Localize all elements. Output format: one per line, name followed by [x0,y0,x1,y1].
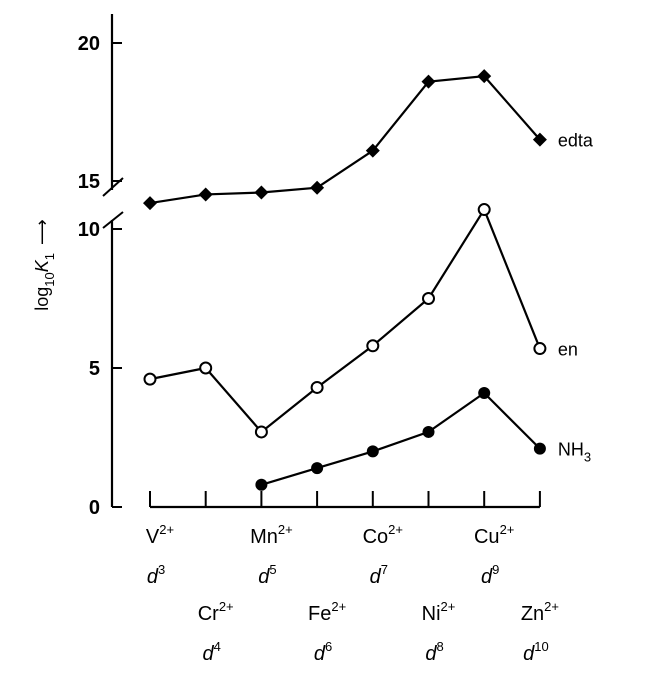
y-axis-label-var-sub: 1 [42,253,57,260]
series-name: edta [558,131,594,151]
series-line-edta [149,74,541,205]
ion-symbol: Co [363,526,389,548]
x-label-config-Cu: d9 [481,562,499,588]
ion-symbol: Cu [474,526,500,548]
data-point-en-4 [366,339,380,353]
data-point-edta-1 [198,187,213,202]
y-axis-label: log10K1 ⟶ [32,219,57,311]
data-point-nh-0 [255,478,268,491]
data-point-en-2 [254,425,268,439]
series-layer [143,69,547,491]
data-point-en-7 [533,342,547,356]
x-label-ion-Zn: Zn2+ [521,599,559,625]
ion-symbol: V [146,526,160,548]
x-label-config-Ni: d8 [425,639,443,665]
x-label-ion-Cu: Cu2+ [474,522,514,548]
ion-charge: 2+ [219,599,234,614]
data-point-nh-5 [533,442,546,455]
series-name: NH [558,440,584,460]
ion-symbol: Fe [308,603,331,625]
config-electrons: 10 [534,639,548,654]
axes [102,14,541,509]
config-letter: d [370,566,382,588]
labels-layer: 05101520V2+d3Cr2+d4Mn2+d5Fe2+d6Co2+d7Ni2… [78,33,594,665]
config-electrons: 6 [325,639,332,654]
x-label-ion-Mn: Mn2+ [250,522,293,548]
x-label-ion-Co: Co2+ [363,522,403,548]
y-tick-label-15: 15 [78,171,100,193]
config-letter: d [147,566,159,588]
y-axis-label-arrow: ⟶ [32,219,52,245]
config-electrons: 3 [158,562,165,577]
config-letter: d [481,566,493,588]
data-point-edta-0 [143,196,157,211]
y-tick-label-20: 20 [78,33,100,55]
config-letter: d [258,566,270,588]
ion-symbol: Mn [250,526,278,548]
config-letter: d [203,643,215,665]
config-electrons: 8 [436,639,443,654]
data-point-en-1 [199,361,213,375]
y-tick-label-10: 10 [78,219,100,241]
x-label-ion-Fe: Fe2+ [308,599,346,625]
ion-charge: 2+ [278,522,293,537]
x-label-ion-Ni: Ni2+ [422,599,456,625]
config-electrons: 5 [269,562,276,577]
data-point-en-6 [477,203,491,217]
x-label-config-Co: d7 [370,562,388,588]
series-name-sub: 3 [584,450,591,465]
data-point-nh-4 [478,387,491,400]
x-label-ion-Cr: Cr2+ [198,599,234,625]
data-point-edta-5 [421,74,436,89]
config-electrons: 9 [492,562,499,577]
x-label-config-Fe: d6 [314,639,332,665]
series-name: en [558,340,578,360]
x-label-ion-V: V2+ [146,522,174,548]
config-letter: d [523,643,535,665]
ion-charge: 2+ [441,599,456,614]
y-tick-label-5: 5 [89,358,100,380]
data-point-nh-2 [366,445,379,458]
x-label-config-V: d3 [147,562,165,588]
data-point-en-0 [143,372,157,386]
ion-charge: 2+ [388,522,403,537]
y-axis-label-var: K [32,259,52,272]
y-axis-label-sub: 10 [42,272,57,286]
data-point-nh-3 [422,425,435,438]
data-point-edta-7 [532,132,547,147]
data-point-en-5 [422,292,435,305]
ion-charge: 2+ [331,599,346,614]
config-electrons: 7 [381,562,388,577]
y-axis-label-main: log [32,287,52,311]
ion-symbol: Zn [521,603,544,625]
data-point-nh-1 [311,462,324,475]
config-electrons: 4 [214,639,221,654]
series-label-en: en [558,340,578,360]
data-point-edta-2 [254,185,269,200]
x-label-config-Zn: d10 [523,639,549,665]
x-label-config-Mn: d5 [258,562,276,588]
ion-charge: 2+ [159,522,174,537]
series-line-nh [261,391,541,486]
ion-charge: 2+ [544,599,559,614]
ion-charge: 2+ [500,522,515,537]
series-line-en [149,207,541,434]
ion-symbol: Cr [198,603,219,625]
data-point-edta-6 [477,69,492,84]
data-point-en-3 [310,380,324,394]
data-point-edta-4 [365,143,380,158]
ion-symbol: Ni [422,603,441,625]
data-point-edta-3 [310,180,325,195]
series-label-edta: edta [558,131,594,151]
config-letter: d [314,643,326,665]
x-label-config-Cr: d4 [203,639,221,665]
config-letter: d [425,643,437,665]
series-label-nh: NH3 [558,440,591,465]
y-tick-label-0: 0 [89,497,100,519]
axis-break-mark-lower [102,211,124,229]
